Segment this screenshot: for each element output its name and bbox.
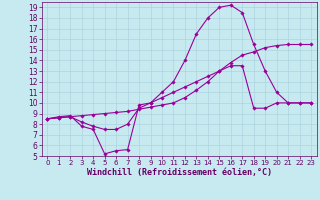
X-axis label: Windchill (Refroidissement éolien,°C): Windchill (Refroidissement éolien,°C) xyxy=(87,168,272,177)
